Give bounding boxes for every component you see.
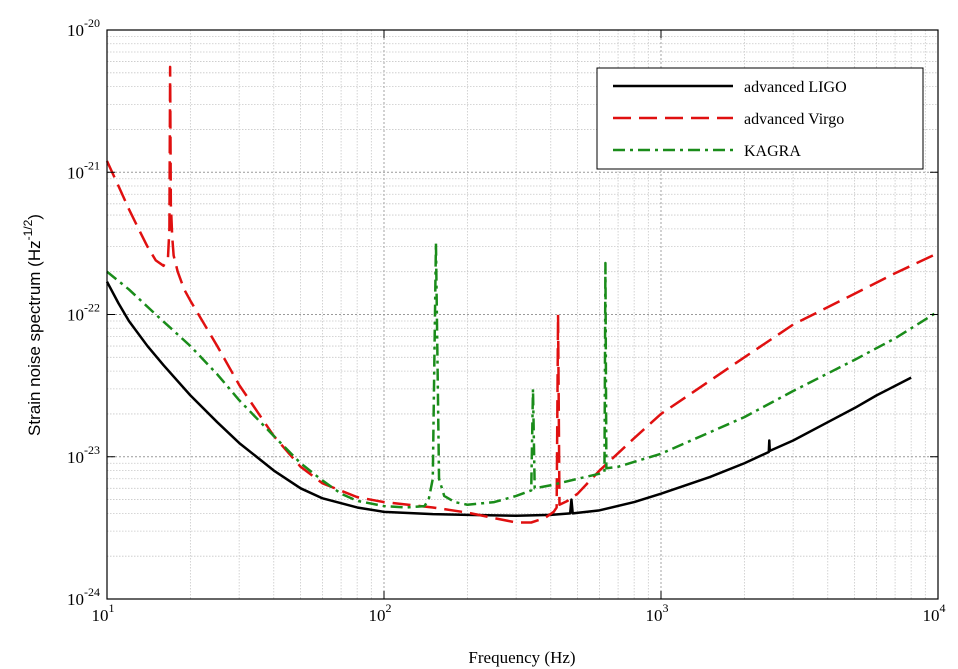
legend: advanced LIGO advanced Virgo KAGRA (596, 67, 924, 170)
legend-label-kagra: KAGRA (744, 143, 801, 160)
x-tick-label-exp: 2 (386, 601, 392, 615)
y-tick-label-exp: -23 (84, 443, 100, 457)
minor-grid (107, 30, 938, 599)
y-tick-label: 10-21 (67, 158, 100, 182)
x-tick-label-base: 10 (369, 606, 386, 625)
y-tick-label-exp: -24 (84, 585, 100, 599)
series-line-advanced-virgo (105, 65, 939, 524)
y-tick-label-base: 10 (67, 448, 84, 467)
y-tick-label-exp: -20 (84, 16, 100, 30)
x-axis-label: Frequency (Hz) (468, 648, 575, 667)
legend-label-advanced-ligo: advanced LIGO (744, 79, 847, 96)
x-tick-label: 104 (923, 601, 946, 625)
legend-label-advanced-virgo: advanced Virgo (744, 111, 844, 128)
y-axis-label: Strain noise spectrum (Hz-1/2) (21, 214, 44, 436)
y-tick-label-base: 10 (67, 163, 84, 182)
x-tick-labels: 101 102 103 104 (92, 601, 946, 625)
y-tick-label: 10-23 (67, 443, 100, 467)
x-tick-label-base: 10 (923, 606, 940, 625)
series-line-advanced-ligo (105, 281, 912, 517)
y-tick-label-base: 10 (67, 590, 84, 609)
y-axis-label-close: ) (25, 214, 44, 220)
y-tick-label: 10-22 (67, 301, 100, 325)
y-axis-label-sup: -1/2 (21, 219, 35, 240)
x-tick-label: 102 (369, 601, 392, 625)
y-tick-label: 10-24 (67, 585, 100, 609)
x-tick-label-base: 10 (92, 606, 109, 625)
x-tick-label-exp: 1 (109, 601, 115, 615)
y-tick-label-base: 10 (67, 306, 84, 325)
y-axis-label-base: Strain noise spectrum (Hz (25, 240, 44, 436)
axes-frame (106, 29, 939, 600)
y-tick-label-exp: -21 (84, 158, 100, 172)
x-tick-label: 101 (92, 601, 115, 625)
y-tick-label: 10-20 (67, 16, 100, 40)
series-layer (105, 65, 939, 524)
x-tick-label-exp: 3 (663, 601, 669, 615)
x-tick-label-exp: 4 (940, 601, 946, 615)
x-tick-label: 103 (646, 601, 669, 625)
y-tick-label-base: 10 (67, 21, 84, 40)
x-tick-label-base: 10 (646, 606, 663, 625)
y-tick-label-exp: -22 (84, 301, 100, 315)
